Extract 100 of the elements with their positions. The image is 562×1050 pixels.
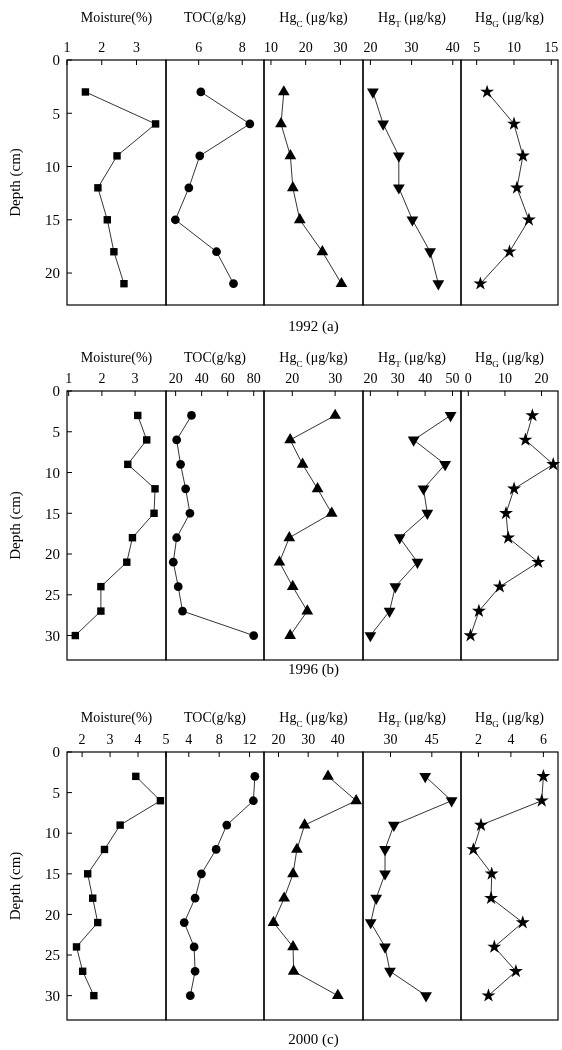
x-tick-label: 5 <box>162 732 170 747</box>
point <box>176 460 185 469</box>
point <box>278 891 291 902</box>
point <box>518 432 533 446</box>
x-tick-label: 40 <box>418 371 433 386</box>
point <box>275 117 287 128</box>
y-axis-title: Depth (cm) <box>7 491 24 560</box>
point <box>534 793 549 807</box>
y-tick-label: 30 <box>45 627 60 644</box>
x-tick-label: 20 <box>285 371 300 386</box>
point <box>331 988 344 1000</box>
point <box>508 963 523 978</box>
x-tick-label: 5 <box>473 40 481 55</box>
point <box>284 628 297 639</box>
point <box>229 279 238 289</box>
x-tick-label: 3 <box>131 371 139 386</box>
point <box>197 869 206 879</box>
point <box>97 582 105 591</box>
point <box>484 890 499 905</box>
x-tick-label: 2 <box>98 40 106 55</box>
point <box>481 988 496 1002</box>
x-tick-label: 20 <box>534 371 549 386</box>
point <box>116 821 124 829</box>
point <box>379 870 391 881</box>
point <box>510 180 524 194</box>
point <box>185 508 195 518</box>
point <box>184 183 194 193</box>
x-tick-label: 30 <box>328 371 343 386</box>
point <box>94 184 102 192</box>
x-tick-label: 2 <box>78 732 86 747</box>
x-tick-label: 30 <box>301 732 316 747</box>
point <box>143 436 151 444</box>
x-tick-label: 40 <box>445 40 460 55</box>
y-tick-label: 5 <box>52 105 60 122</box>
x-axis-title: Hg$_{C}$ (μg/kg) <box>279 710 349 729</box>
x-tick-label: 10 <box>497 371 512 386</box>
point <box>507 481 522 495</box>
y-tick-label: 25 <box>45 587 60 604</box>
point <box>507 116 521 130</box>
point <box>546 457 561 471</box>
x-axis-title: Hg$_{T}$ (μg/kg) <box>378 10 447 29</box>
point <box>172 435 182 445</box>
point <box>170 215 180 225</box>
x-tick-label: 1 <box>63 40 71 55</box>
y-tick-label: 5 <box>52 424 60 441</box>
x-tick-label: 30 <box>404 40 419 55</box>
point <box>83 870 92 878</box>
point <box>439 460 452 472</box>
x-axis-title: Hg$_{T}$ (μg/kg) <box>378 350 447 369</box>
point <box>124 460 132 469</box>
text: 1996 (b) <box>287 661 340 678</box>
point <box>173 582 183 591</box>
point <box>329 408 342 419</box>
x-axis-title: TOC(g/kg) <box>184 10 247 26</box>
y-tick-label: 0 <box>52 52 60 69</box>
point <box>110 248 118 256</box>
point <box>474 817 488 832</box>
point <box>407 436 420 447</box>
point <box>377 120 390 131</box>
point <box>531 554 546 569</box>
point <box>515 915 530 929</box>
point <box>273 555 286 566</box>
x-tick-label: 50 <box>445 371 460 386</box>
point <box>181 484 191 494</box>
point <box>387 821 400 832</box>
point <box>536 769 551 783</box>
text: 1992 (a) <box>288 318 339 335</box>
point <box>286 579 299 591</box>
y-tick-label: 20 <box>45 906 60 923</box>
x-tick-label: 4 <box>134 732 142 747</box>
point <box>480 84 495 98</box>
point <box>151 120 160 128</box>
point <box>432 280 445 291</box>
point <box>521 212 536 226</box>
point <box>179 918 189 927</box>
point <box>379 943 391 954</box>
point <box>325 506 338 517</box>
point <box>335 276 348 288</box>
point <box>190 893 200 903</box>
x-axis-title: Hg$_{G}$ (μg/kg) <box>475 10 545 29</box>
point <box>150 509 158 517</box>
x-tick-label: 4 <box>185 732 193 747</box>
point <box>283 530 296 542</box>
x-tick-label: 40 <box>330 732 345 747</box>
x-tick-label: 8 <box>215 732 223 747</box>
x-tick-label: 6 <box>539 732 547 747</box>
x-tick-label: 30 <box>333 40 348 55</box>
x-tick-label: 2 <box>474 732 482 747</box>
x-tick-label: 20 <box>363 371 378 386</box>
point <box>420 992 432 1003</box>
point <box>293 212 306 224</box>
point <box>419 772 432 784</box>
x-tick-label: 20 <box>363 40 378 55</box>
point <box>284 149 297 160</box>
point <box>350 793 363 805</box>
point <box>168 557 178 567</box>
y-tick-label: 20 <box>45 265 60 282</box>
point <box>286 181 299 192</box>
point <box>298 818 311 829</box>
point <box>322 769 334 780</box>
